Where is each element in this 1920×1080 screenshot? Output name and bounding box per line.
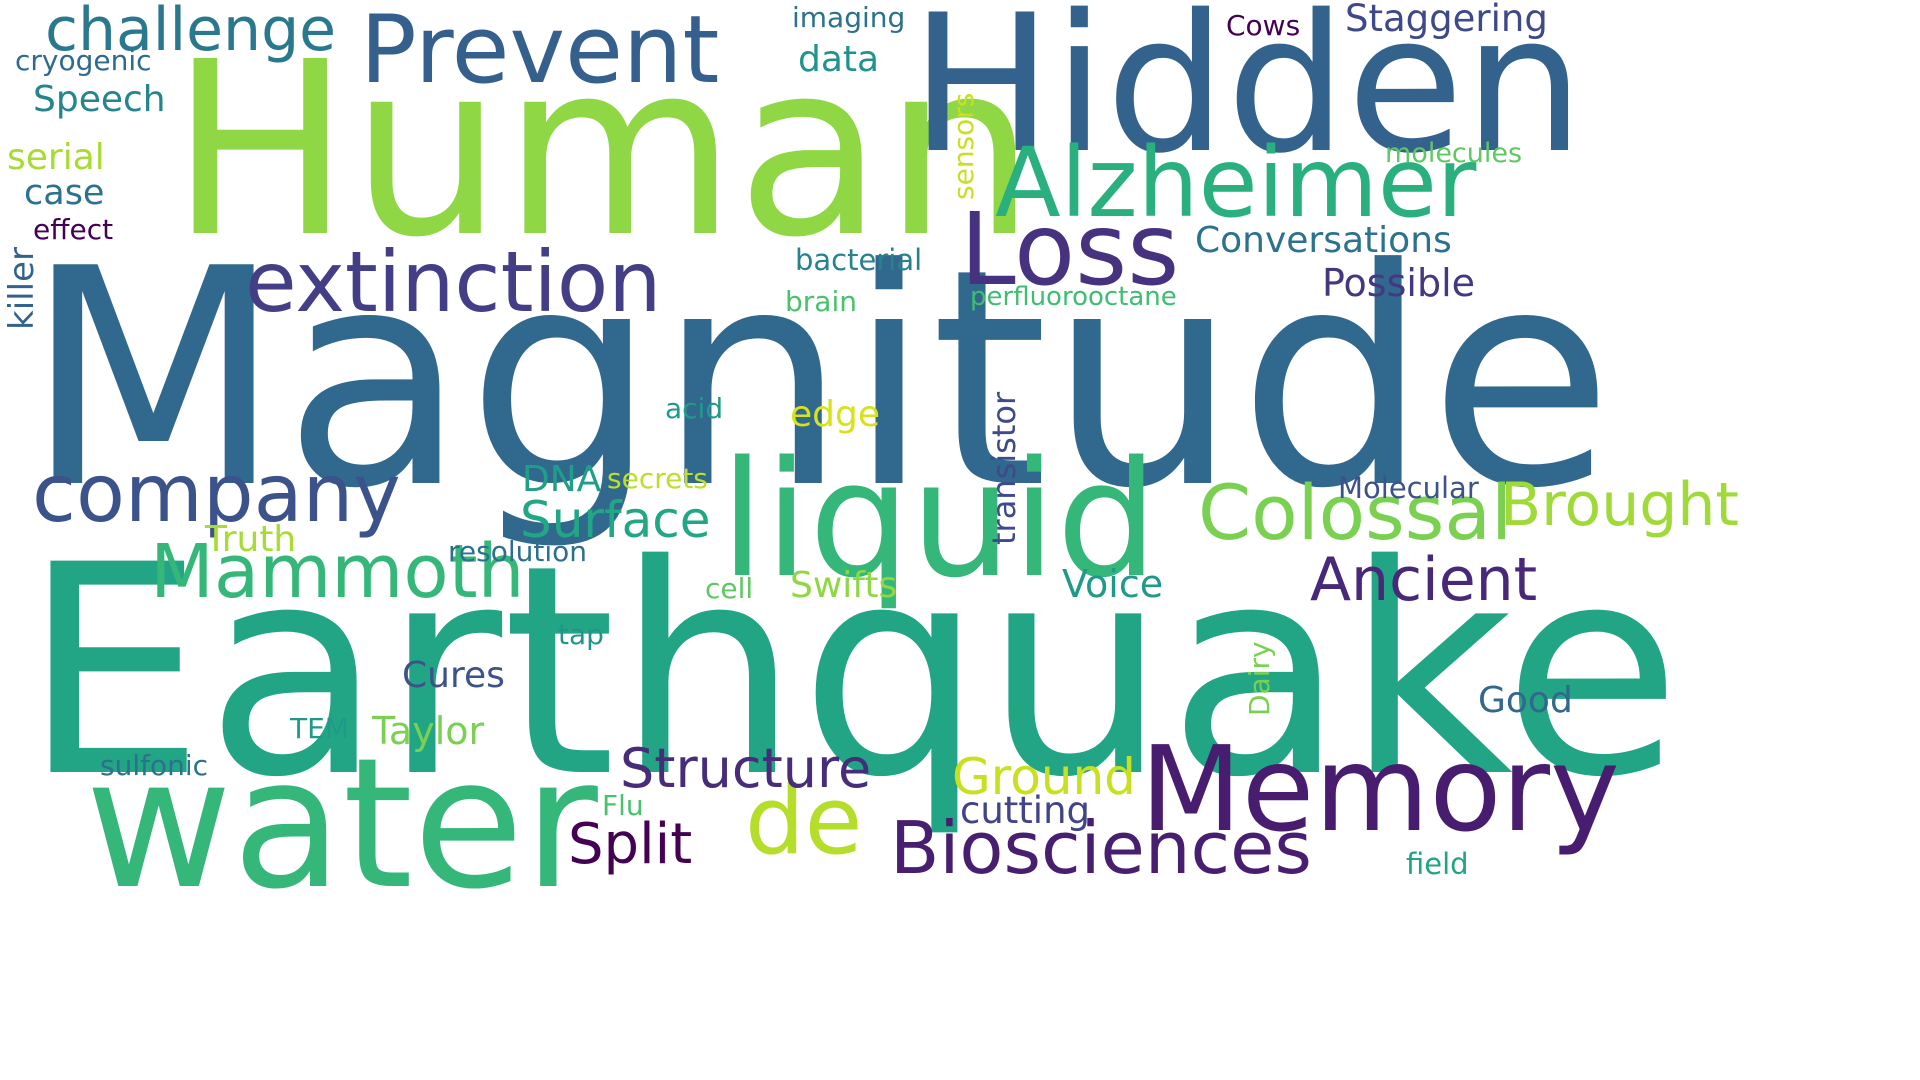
word-taylor: Taylor xyxy=(372,709,485,753)
word-structure: Structure xyxy=(620,737,872,800)
word-alzheimer: Alzheimer xyxy=(995,127,1477,239)
word-dairy: Dairy xyxy=(1243,641,1276,716)
word-edge: edge xyxy=(790,394,880,435)
word-challenge: challenge xyxy=(45,0,337,65)
word-water: water xyxy=(85,720,598,929)
word-killer: killer xyxy=(2,247,42,330)
word-earthquake: Earthquake xyxy=(22,504,1682,841)
word-perfluorooctane: perfluorooctane xyxy=(970,282,1177,312)
word-cutting: cutting xyxy=(960,789,1091,832)
word-mammoth: Mammoth xyxy=(150,529,525,615)
word-tem: TEM xyxy=(290,712,349,745)
word-de: de xyxy=(745,767,863,876)
word-swifts: Swifts xyxy=(790,565,898,606)
word-ground: Ground xyxy=(952,748,1136,806)
word-tap: tap xyxy=(558,618,604,651)
word-staggering: Staggering xyxy=(1345,0,1548,40)
word-field: field xyxy=(1406,847,1469,881)
word-human: Human xyxy=(170,10,1036,290)
word-possible: Possible xyxy=(1322,261,1476,305)
word-liquid: liquid xyxy=(720,426,1158,613)
word-loss: Loss xyxy=(960,191,1180,308)
word-company: company xyxy=(32,447,401,540)
word-serial: serial xyxy=(7,137,105,178)
word-hidden: Hidden xyxy=(910,0,1585,195)
word-cryogenic: cryogenic xyxy=(15,44,152,77)
word-split: Split xyxy=(568,812,693,877)
word-prevent: Prevent xyxy=(360,0,720,105)
word-dna: DNA xyxy=(522,459,602,500)
word-cures: Cures xyxy=(402,655,505,696)
word-cell: cell xyxy=(705,572,754,605)
word-resolution: resolution xyxy=(448,535,588,568)
word-memory: Memory xyxy=(1140,720,1620,858)
word-brought: Brought xyxy=(1500,470,1739,540)
word-voice: Voice xyxy=(1062,562,1164,606)
word-transistor: transistor xyxy=(985,391,1023,545)
word-molecules: molecules xyxy=(1385,138,1523,169)
word-sensors: sensors xyxy=(947,92,980,200)
word-brain: brain xyxy=(785,285,857,318)
word-flu: Flu xyxy=(602,789,644,822)
word-imaging: imaging xyxy=(792,1,906,34)
word-speech: Speech xyxy=(33,79,166,120)
word-molecular: Molecular xyxy=(1338,471,1479,505)
word-extinction: extinction xyxy=(245,233,662,331)
word-ancient: Ancient xyxy=(1310,545,1538,615)
word-bacterial: bacterial xyxy=(795,243,923,277)
word-sulfonic: sulfonic xyxy=(100,749,209,782)
word-cows: Cows xyxy=(1226,9,1301,42)
word-magnitude: Magnitude xyxy=(24,205,1614,554)
word-surface: Surface xyxy=(520,491,711,549)
word-secrets: secrets xyxy=(607,462,708,495)
word-colossal: Colossal xyxy=(1198,468,1513,557)
word-effect: effect xyxy=(33,213,114,246)
word-good: Good xyxy=(1478,680,1573,721)
word-conversations: Conversations xyxy=(1195,220,1452,261)
word-truth: Truth xyxy=(205,519,297,560)
word-acid: acid xyxy=(665,392,724,425)
word-data: data xyxy=(798,39,880,80)
word-case: case xyxy=(24,173,105,213)
word-biosciences: Biosciences xyxy=(890,806,1312,890)
